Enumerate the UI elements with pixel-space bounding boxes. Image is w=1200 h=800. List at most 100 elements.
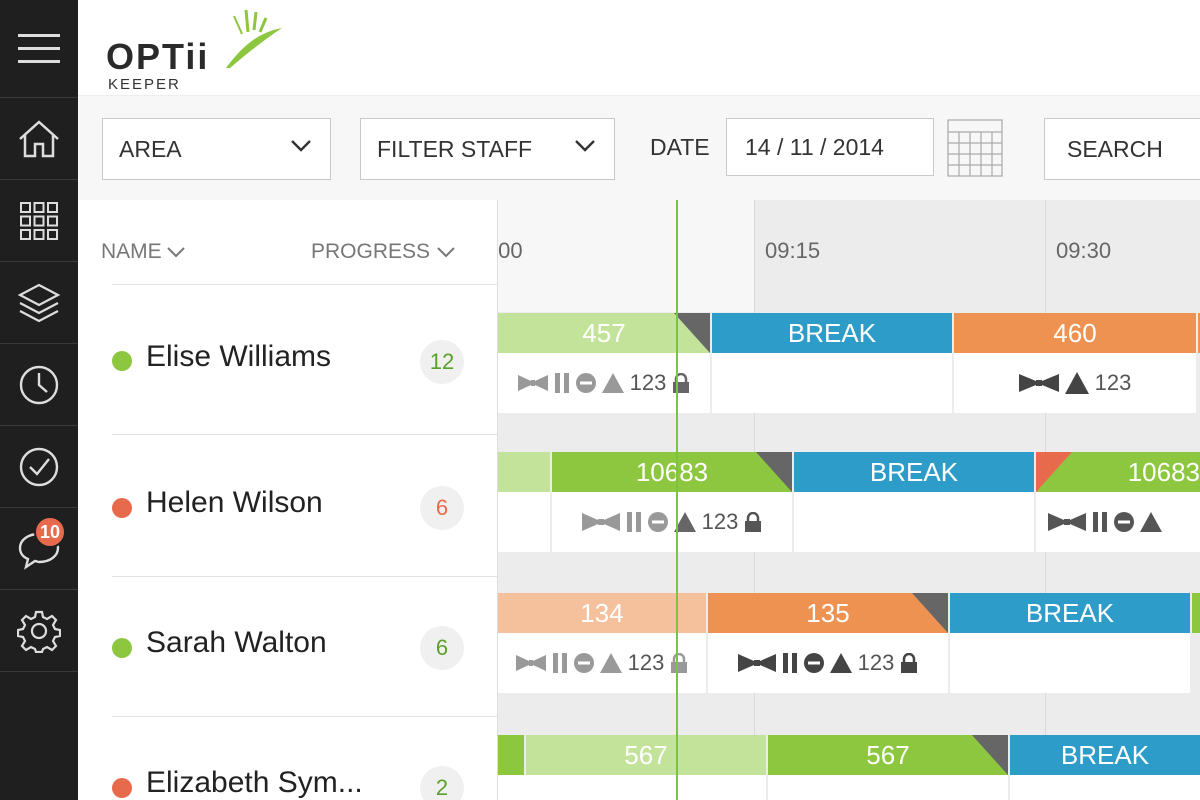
task-meta: 123 <box>629 370 667 395</box>
sidebar-item-schedule[interactable] <box>0 344 78 426</box>
sidebar-item-dashboard[interactable] <box>0 180 78 262</box>
task-block[interactable]: 460 <box>954 313 1196 353</box>
area-select[interactable]: AREA <box>102 118 331 180</box>
search-field[interactable]: SEARCH <box>1044 118 1200 180</box>
sidebar-item-layers[interactable] <box>0 262 78 344</box>
task-details <box>712 353 952 413</box>
corner-flag <box>912 593 948 633</box>
task-label: BREAK <box>1025 597 1115 628</box>
task-block[interactable]: 10683 <box>1036 452 1200 492</box>
timeline-header-bg <box>1046 200 1200 312</box>
task-meta: 123 <box>627 650 665 675</box>
bow-tie-icon <box>737 654 776 672</box>
bow-tie-icon <box>1018 374 1059 392</box>
break-block[interactable]: BREAK <box>1010 735 1200 775</box>
logo-wordmark: OPTii <box>106 36 210 77</box>
pause-icon <box>554 373 569 393</box>
sort-by-progress[interactable]: PROGRESS <box>311 240 458 264</box>
time-label: :00 <box>498 238 523 263</box>
task-details <box>1010 775 1200 800</box>
pause-icon <box>552 653 567 673</box>
task-block[interactable]: 567 <box>768 735 1008 775</box>
staff-row[interactable]: Sarah Walton 6 <box>78 576 498 716</box>
time-label: 09:30 <box>1056 238 1112 263</box>
date-input[interactable]: 14 / 11 / 2014 <box>726 118 934 176</box>
lock-icon <box>671 653 688 673</box>
sidebar-item-messages[interactable]: 10 <box>0 508 78 590</box>
divider <box>112 716 498 717</box>
progress-count: 2 <box>420 766 464 800</box>
staff-filter-label: FILTER STAFF <box>377 135 533 162</box>
break-block[interactable]: BREAK <box>950 593 1190 633</box>
task-meta: 123 <box>701 509 739 534</box>
task-details[interactable]: 123 <box>954 353 1196 413</box>
area-select-label: AREA <box>119 135 182 162</box>
progress-count: 6 <box>420 486 464 530</box>
staff-row[interactable]: Helen Wilson 6 <box>78 436 498 576</box>
task-details[interactable]: 123 <box>498 633 706 693</box>
staff-row[interactable]: Elizabeth Sym... 2 <box>78 716 498 800</box>
break-block[interactable]: BREAK <box>794 452 1034 492</box>
current-time-indicator <box>676 200 678 800</box>
do-not-disturb-icon <box>573 653 594 673</box>
triangle-icon <box>829 653 852 673</box>
staff-name: Sarah Walton <box>146 626 327 659</box>
staff-filter-select[interactable]: FILTER STAFF <box>360 118 615 180</box>
sidebar-item-settings[interactable] <box>0 590 78 672</box>
task-meta: 123 <box>857 650 895 675</box>
triangle-icon <box>1064 372 1089 394</box>
corner-flag <box>756 452 792 492</box>
calendar-icon[interactable] <box>946 118 1004 178</box>
do-not-disturb-icon <box>1114 512 1134 532</box>
task-block-edge <box>1198 313 1200 353</box>
sort-by-name[interactable]: NAME <box>101 240 186 264</box>
gear-icon <box>17 610 61 653</box>
task-label: 457 <box>582 317 626 348</box>
task-label: 460 <box>1053 317 1097 348</box>
task-block[interactable] <box>498 735 524 775</box>
task-block[interactable]: 457 <box>498 313 710 353</box>
task-block[interactable]: 135 <box>708 593 948 633</box>
chat-icon <box>18 532 60 570</box>
divider <box>112 284 498 285</box>
staff-row[interactable]: Elise Williams 12 <box>78 290 498 430</box>
sidebar-item-tasks[interactable] <box>0 426 78 508</box>
task-details[interactable] <box>1036 492 1200 552</box>
divider <box>112 434 498 435</box>
status-dot-alert <box>112 498 132 518</box>
status-dot-active <box>112 638 132 658</box>
notification-badge: 10 <box>34 516 66 548</box>
filter-bar: AREA FILTER STAFF DATE 14 / 11 / 2014 SE… <box>78 96 1200 200</box>
task-block[interactable]: 10683 <box>552 452 792 492</box>
break-block[interactable]: BREAK <box>712 313 952 353</box>
chevron-down-icon <box>166 247 185 258</box>
task-block[interactable]: 567 <box>526 735 766 775</box>
sidebar: 10 <box>0 0 78 800</box>
task-details[interactable]: 123 <box>708 633 948 693</box>
timeline-header-bg <box>755 200 1045 312</box>
do-not-disturb-icon <box>803 653 824 673</box>
task-label: 10683 <box>1127 456 1200 487</box>
bow-tie-icon <box>515 655 546 671</box>
task-details[interactable]: 123 <box>552 492 792 552</box>
timeline: :00 09:15 09:30 457 123 BREAK 460 123 <box>498 200 1200 800</box>
progress-count: 12 <box>420 340 464 384</box>
progress-count: 6 <box>420 626 464 670</box>
chevron-down-icon <box>291 140 311 152</box>
task-label: 567 <box>866 739 910 770</box>
col-progress-label: PROGRESS <box>311 240 431 263</box>
sidebar-item-home[interactable] <box>0 98 78 180</box>
task-label: BREAK <box>1060 739 1150 770</box>
logo-sparkle-icon <box>226 9 282 68</box>
menu-button[interactable] <box>0 0 78 98</box>
task-details[interactable]: 123 <box>498 353 710 413</box>
task-details <box>950 633 1190 693</box>
task-block[interactable]: 134 <box>498 593 706 633</box>
do-not-disturb-icon <box>575 373 596 393</box>
task-details <box>498 775 766 800</box>
pause-icon <box>1093 512 1107 532</box>
triangle-icon <box>601 373 624 393</box>
task-label: 134 <box>580 597 624 628</box>
task-block[interactable] <box>498 452 550 492</box>
